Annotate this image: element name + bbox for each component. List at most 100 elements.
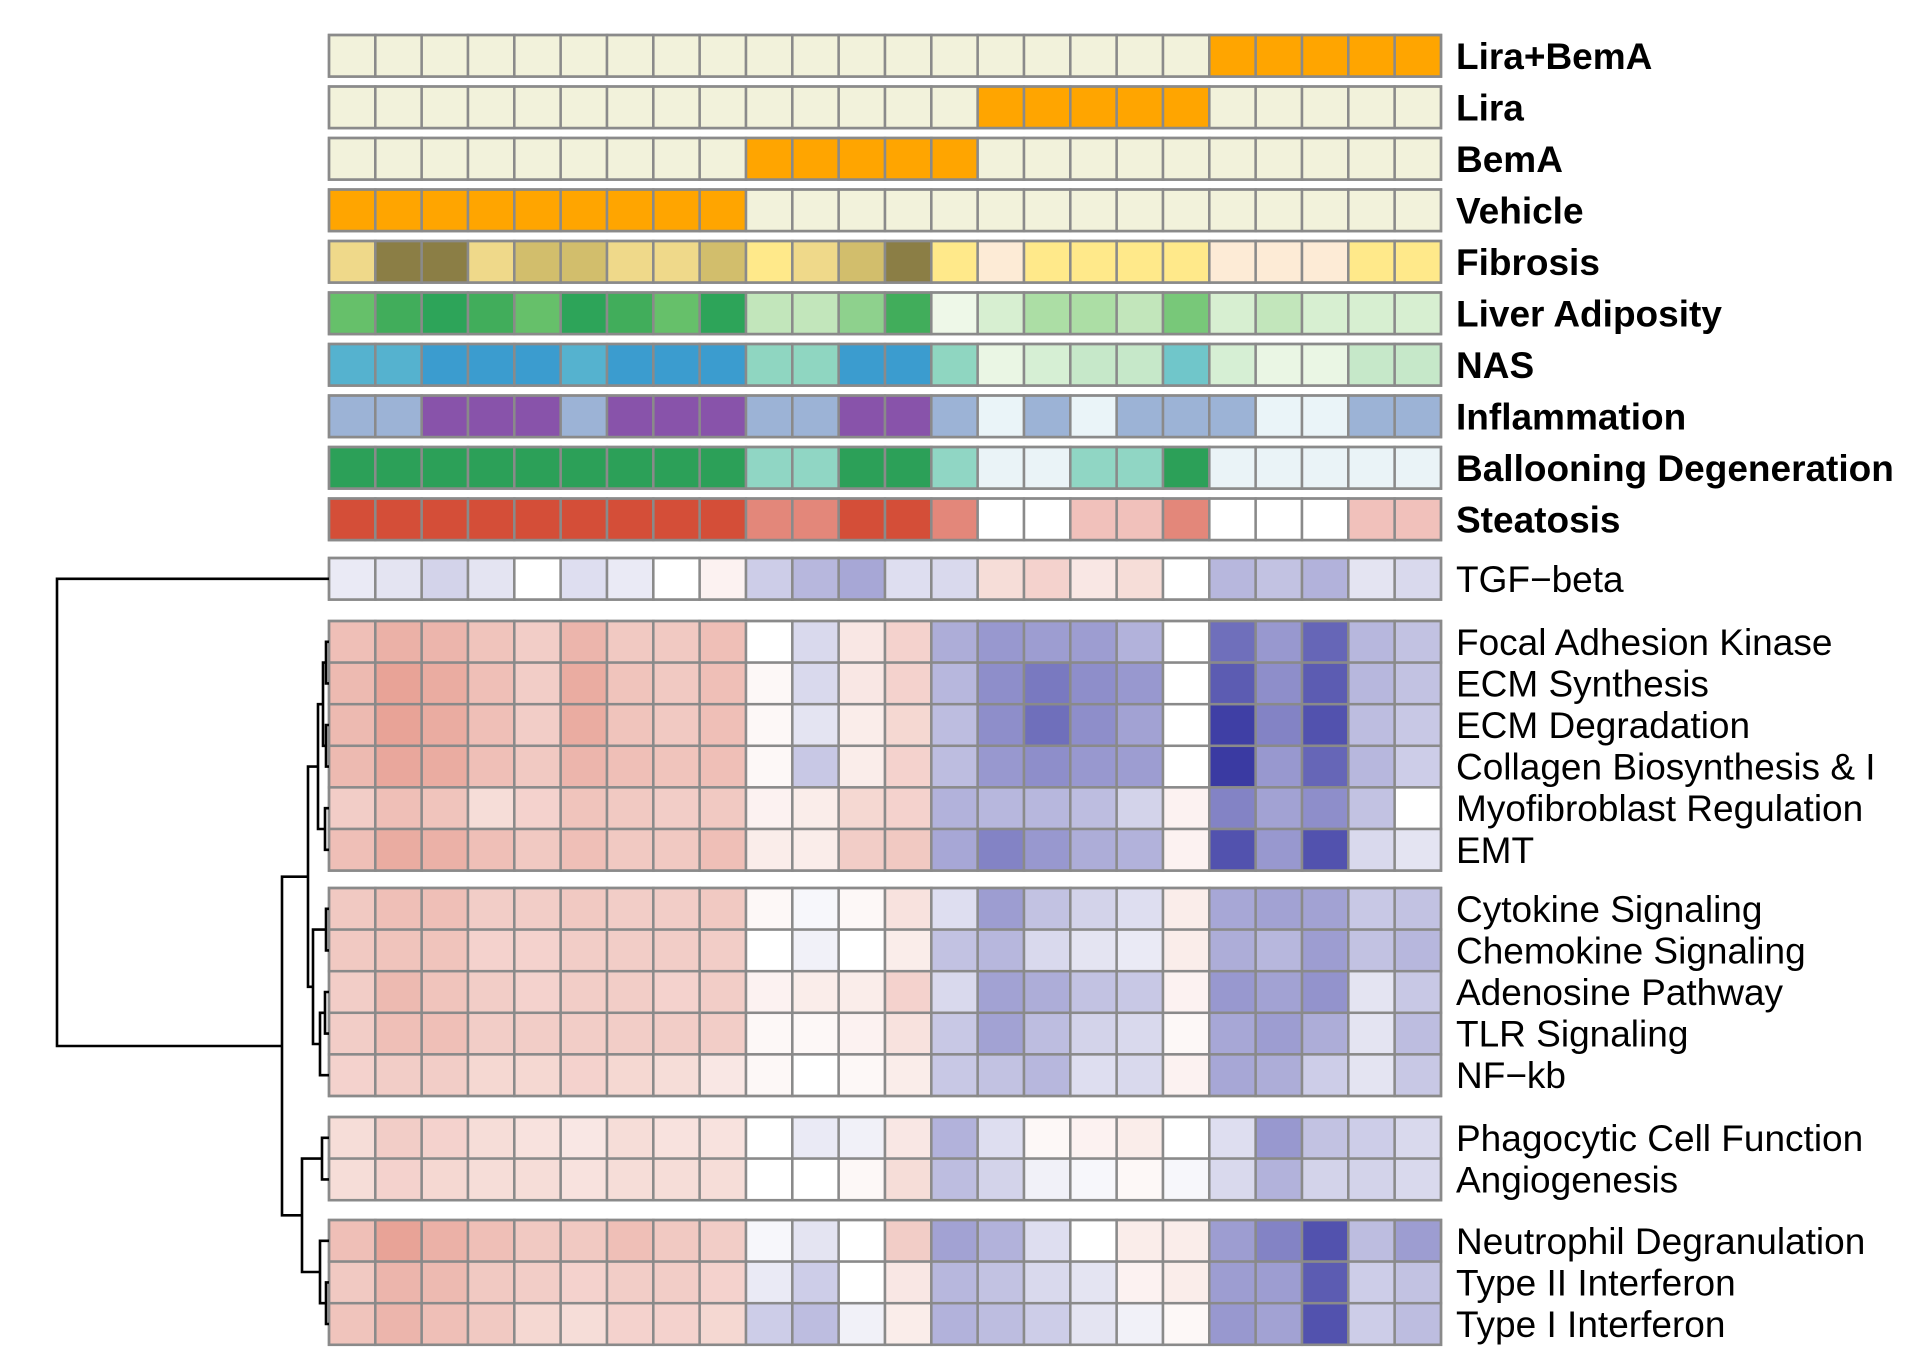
heatmap-cell — [466, 1157, 516, 1202]
heatmap-cell — [652, 1260, 701, 1305]
row-label: NF−kb — [1456, 1055, 1566, 1096]
annotation-cell — [1208, 445, 1257, 490]
heatmap-cell — [513, 1115, 562, 1160]
heatmap-cell — [559, 1301, 609, 1347]
annotation-cell — [698, 394, 748, 439]
heatmap-cell — [605, 1053, 655, 1098]
heatmap-cell — [652, 1301, 701, 1347]
annotation-cell — [605, 33, 655, 78]
heatmap-cell — [1254, 928, 1304, 973]
annotation-track-border — [327, 291, 1443, 336]
annotation-cell — [513, 85, 562, 130]
heatmap-cell — [1115, 1011, 1165, 1056]
heatmap-cell — [513, 702, 562, 748]
annotation-cell — [1161, 291, 1211, 336]
annotation-cell — [327, 342, 377, 387]
heatmap-cell — [883, 661, 933, 706]
heatmap-cell — [559, 702, 609, 748]
row-label: Angiogenesis — [1456, 1159, 1678, 1200]
heatmap-cell — [1254, 827, 1304, 872]
heatmap-cell — [698, 744, 748, 789]
annotation-cell — [420, 291, 470, 336]
heatmap-cell — [1300, 1053, 1350, 1098]
annotation-cell — [374, 394, 423, 439]
heatmap-row-chemokine-signaling — [327, 928, 1443, 973]
annotation-cell — [605, 497, 655, 542]
heatmap-cell — [652, 1157, 701, 1202]
heatmap-cell — [791, 1115, 840, 1160]
heatmap-cell — [837, 1011, 887, 1056]
heatmap-cell — [559, 661, 609, 706]
annotation-cell — [837, 85, 887, 130]
heatmap-cell — [652, 1115, 701, 1160]
heatmap-cell — [930, 619, 979, 664]
annotation-cell — [559, 33, 609, 78]
annotation-track-border — [327, 33, 1443, 78]
heatmap-cell — [420, 1301, 470, 1347]
heatmap-cell — [374, 661, 423, 706]
heatmap-cell — [513, 1011, 562, 1056]
heatmap-cell — [420, 886, 470, 931]
heatmap-cell — [744, 1115, 794, 1160]
heatmap-cell — [1161, 1115, 1211, 1160]
annotation-cell — [930, 188, 979, 233]
annotation-track-border — [327, 136, 1443, 181]
annotation-cell — [652, 291, 701, 336]
heatmap-cell — [1069, 1115, 1118, 1160]
heatmap-cell — [466, 1301, 516, 1347]
heatmap-cell — [374, 744, 423, 789]
heatmap-cell — [1300, 928, 1350, 973]
annotation-cell — [791, 239, 840, 284]
heatmap-cell — [605, 928, 655, 973]
annotation-cell — [559, 342, 609, 387]
heatmap-cell — [1022, 1053, 1072, 1098]
heatmap-cell — [327, 661, 377, 706]
heatmap-row-emt — [327, 827, 1443, 872]
heatmap-cell — [327, 1218, 377, 1263]
heatmap-cell — [837, 928, 887, 973]
annotation-cell — [374, 188, 423, 233]
heatmap-cell — [513, 827, 562, 872]
heatmap-cell — [466, 1218, 516, 1263]
annotation-cell — [976, 342, 1026, 387]
heatmap-cell — [513, 661, 562, 706]
annotation-cell — [1161, 33, 1211, 78]
annotation-cell — [976, 497, 1026, 542]
heatmap-cell — [327, 1157, 377, 1202]
annotation-cell — [1161, 188, 1211, 233]
row-label: ECM Degradation — [1456, 705, 1750, 746]
heatmap-cell — [1300, 556, 1350, 601]
annotation-cell — [1347, 136, 1396, 181]
annotation-label: Lira+BemA — [1456, 36, 1652, 77]
annotation-cell — [1115, 136, 1165, 181]
heatmap-cell — [420, 969, 470, 1015]
heatmap-cell — [791, 1301, 840, 1347]
heatmap-cell — [837, 744, 887, 789]
annotation-label: Inflammation — [1456, 396, 1686, 437]
heatmap-cell — [1254, 786, 1304, 831]
heatmap-cell — [1022, 556, 1072, 601]
heatmap-cell — [374, 1011, 423, 1056]
heatmap-cell — [1393, 661, 1443, 706]
heatmap-cell — [1347, 1301, 1396, 1347]
heatmap-cell — [420, 702, 470, 748]
annotation-cell — [791, 497, 840, 542]
heatmap-cell — [420, 1218, 470, 1263]
heatmap-cell — [605, 702, 655, 748]
heatmap-cell — [327, 886, 377, 931]
heatmap-cell — [652, 928, 701, 973]
annotation-cell — [1115, 239, 1165, 284]
heatmap-row-focal-adhesion-kinase — [327, 619, 1443, 664]
heatmap-cell — [1208, 827, 1257, 872]
annotation-cell — [1115, 445, 1165, 490]
heatmap-cell — [466, 702, 516, 748]
heatmap-cell — [791, 928, 840, 973]
annotation-cell — [420, 394, 470, 439]
heatmap-cell — [1115, 744, 1165, 789]
heatmap-cell — [1347, 886, 1396, 931]
heatmap-cell — [420, 744, 470, 789]
heatmap-cell — [513, 619, 562, 664]
annotation-cell — [883, 445, 933, 490]
annotation-cell — [374, 342, 423, 387]
annotation-track-steatosis — [327, 497, 1443, 542]
